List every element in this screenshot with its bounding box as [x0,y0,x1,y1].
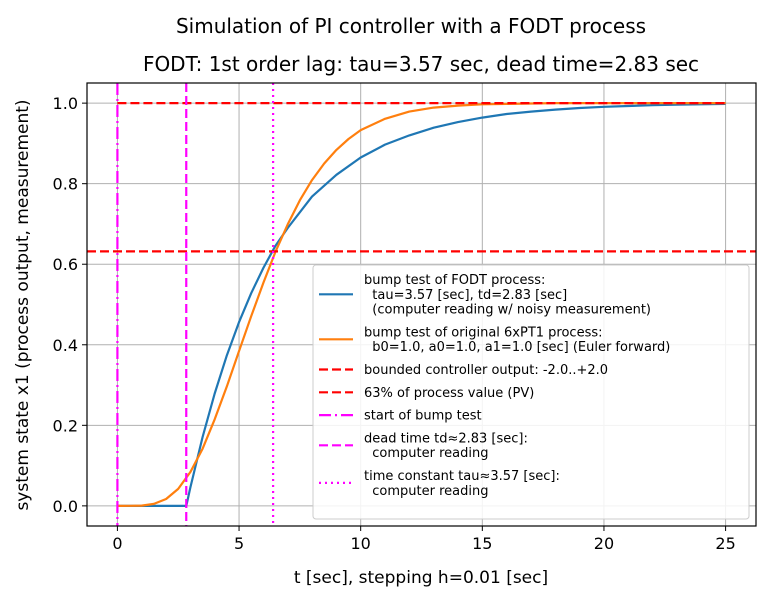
x-axis-label: t [sec], stepping h=0.01 [sec] [294,568,548,588]
x-tick-label: 20 [594,534,614,553]
legend-label-1: bump test of FODT process: tau=3.57 [sec… [364,273,651,318]
legend-label-2: bump test of original 6xPT1 process: b0=… [364,325,670,355]
legend-label-5: start of bump test [364,409,482,424]
y-tick-label: 0.4 [53,336,78,355]
chart-suptitle: Simulation of PI controller with a FODT … [176,14,646,38]
y-tick-label: 0.6 [53,255,78,274]
y-tick-label: 0.2 [53,416,78,435]
legend-label-7: time constant tau≈3.57 [sec]: computer r… [364,469,560,499]
series-line-1 [117,102,726,507]
x-tick-label: 10 [351,534,371,553]
x-tick-label: 0 [112,534,122,553]
x-tick-label: 25 [715,534,735,553]
legend-label-4: 63% of process value (PV) [364,386,534,401]
ticks: 0 5 10 15 20 25 0.0 0.2 0.4 0.6 0.8 1.0 [53,94,736,553]
legend-label-6: dead time td≈2.83 [sec]: computer readin… [364,431,528,461]
legend-label-3: bounded controller output: -2.0..+2.0 [364,363,608,378]
y-tick-label: 0.0 [53,497,78,516]
y-tick-label: 1.0 [53,94,78,113]
legend: bump test of FODT process: tau=3.57 [sec… [312,264,750,520]
y-tick-label: 0.8 [53,175,78,194]
plot-area [87,83,756,526]
x-tick-label: 5 [234,534,244,553]
axes-frame [86,82,757,527]
x-tick-label: 15 [472,534,492,553]
y-axis-label: system state x1 (process output, measure… [13,99,33,510]
legend-box [312,264,750,520]
chart-title: FODT: 1st order lag: tau=3.57 sec, dead … [143,52,699,76]
